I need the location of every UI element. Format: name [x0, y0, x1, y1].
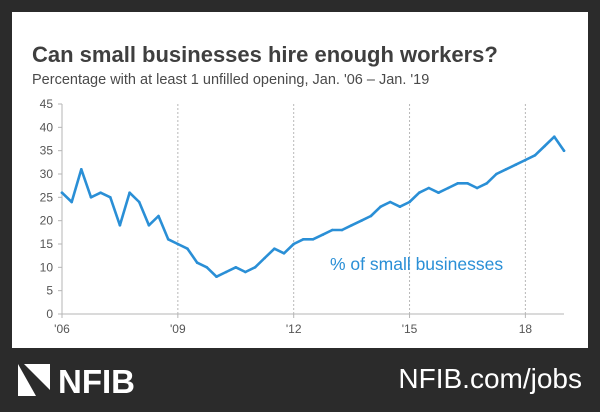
data-point [369, 214, 373, 218]
data-point [543, 144, 546, 148]
data-point [524, 158, 527, 162]
x-tick-label: '12 [286, 322, 302, 336]
data-point [504, 168, 508, 171]
y-tick-label: 25 [40, 190, 54, 204]
data-point [466, 182, 469, 185]
data-point [292, 242, 296, 246]
x-tick-label: '09 [170, 322, 186, 336]
y-tick-label: 35 [40, 144, 54, 158]
y-tick-label: 10 [40, 260, 54, 274]
y-tick-label: 5 [46, 284, 53, 298]
data-point [282, 252, 286, 255]
data-point [495, 172, 498, 176]
data-point [263, 256, 266, 260]
data-point [215, 275, 218, 279]
x-tick-label: 18 [519, 322, 533, 336]
data-point [340, 228, 344, 232]
data-point [99, 191, 102, 194]
data-point [533, 154, 537, 157]
data-point [195, 261, 199, 264]
logo-wordmark: NFIB [58, 364, 135, 396]
data-point [205, 266, 209, 269]
data-point [446, 186, 450, 190]
data-point [514, 163, 517, 166]
data-point [176, 242, 180, 246]
branding-footer: NFIB NFIB.com/jobs [0, 348, 600, 412]
data-point [485, 182, 489, 185]
data-point [408, 200, 411, 204]
data-point [253, 266, 257, 269]
logo-mark-right [24, 364, 50, 390]
data-point [118, 224, 122, 227]
x-tick-label: '06 [54, 322, 70, 336]
data-point [60, 191, 64, 194]
data-point [70, 200, 73, 204]
data-point [244, 270, 247, 274]
data-point [273, 247, 276, 250]
data-point [475, 186, 479, 190]
data-point [321, 233, 325, 236]
x-tick-label: '15 [402, 322, 418, 336]
data-point [89, 196, 93, 199]
data-point [417, 191, 421, 194]
y-tick-label: 45 [40, 97, 54, 111]
data-point [360, 219, 363, 222]
chart-card: 0 5 10 15 20 25 30 35 40 45 '06 '09 '12 '15 18 % of sma… [12, 12, 588, 348]
data-point [186, 247, 189, 250]
y-tick-label: 0 [46, 307, 53, 321]
y-tick-label: 40 [40, 120, 54, 134]
data-point [331, 228, 334, 232]
data-point [456, 182, 460, 185]
data-point [166, 238, 170, 241]
data-point [553, 135, 556, 138]
logo-mark-left [18, 364, 36, 396]
data-point [379, 205, 382, 208]
site-url-link[interactable]: NFIB.com/jobs [398, 363, 582, 394]
data-point [224, 270, 228, 274]
series-label: % of small businesses [330, 254, 503, 274]
data-point [311, 238, 315, 241]
line-chart: 0 5 10 15 20 25 30 35 40 45 '06 '09 '12 '15 18 % of sma… [40, 97, 566, 336]
chart-subtitle: Percentage with at least 1 unfilled open… [32, 72, 430, 88]
data-point [128, 191, 131, 194]
nfib-logo: NFIB [18, 364, 135, 396]
data-point [234, 266, 238, 269]
data-point [437, 191, 440, 194]
y-tick-label: 20 [40, 214, 54, 228]
data-point [137, 200, 141, 204]
data-point [562, 149, 566, 152]
y-tick-label: 30 [40, 167, 54, 181]
chart-title: Can small businesses hire enough workers… [32, 42, 498, 67]
data-point [109, 196, 112, 199]
data-point [427, 186, 431, 190]
data-point [302, 238, 305, 241]
data-point [388, 200, 392, 204]
data-point [398, 205, 402, 208]
y-tick-label: 15 [40, 237, 54, 251]
data-point [147, 224, 151, 227]
data-point [350, 224, 353, 227]
data-point [157, 214, 160, 218]
data-point [80, 168, 83, 171]
